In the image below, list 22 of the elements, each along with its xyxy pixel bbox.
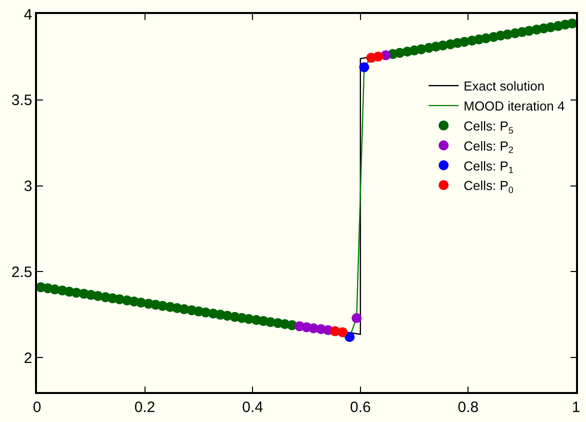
x-tick-label: 0.2	[134, 398, 156, 416]
y-tick-label: 2	[24, 350, 32, 367]
point	[344, 332, 355, 342]
legend-label: Cells: P$_{5}$	[464, 118, 514, 136]
point	[352, 313, 362, 324]
y-tick-label: 2.5	[11, 264, 32, 281]
x-tick-label: 0.6	[350, 398, 371, 416]
point	[359, 62, 370, 72]
legend-label: Cells: P$_{2}$	[464, 138, 514, 156]
legend-label: Cells: P$_{0}$	[464, 178, 514, 195]
y-tick-label: 4	[24, 6, 32, 24]
x-tick-label: 0.8	[458, 398, 479, 416]
y-tick-label: 3	[24, 178, 32, 196]
legend-label: Exact solution	[464, 78, 545, 94]
y-tick-label: 3.5	[11, 92, 32, 110]
legend-label: Cells: P$_{1}$	[464, 158, 514, 176]
x-tick-label: 0	[32, 398, 42, 416]
x-tick-label: 0.4	[242, 398, 264, 416]
x-tick-label: 1	[572, 398, 580, 416]
point	[373, 52, 384, 62]
legend-label: MOOD iteration 4	[464, 98, 565, 114]
point	[338, 327, 348, 338]
